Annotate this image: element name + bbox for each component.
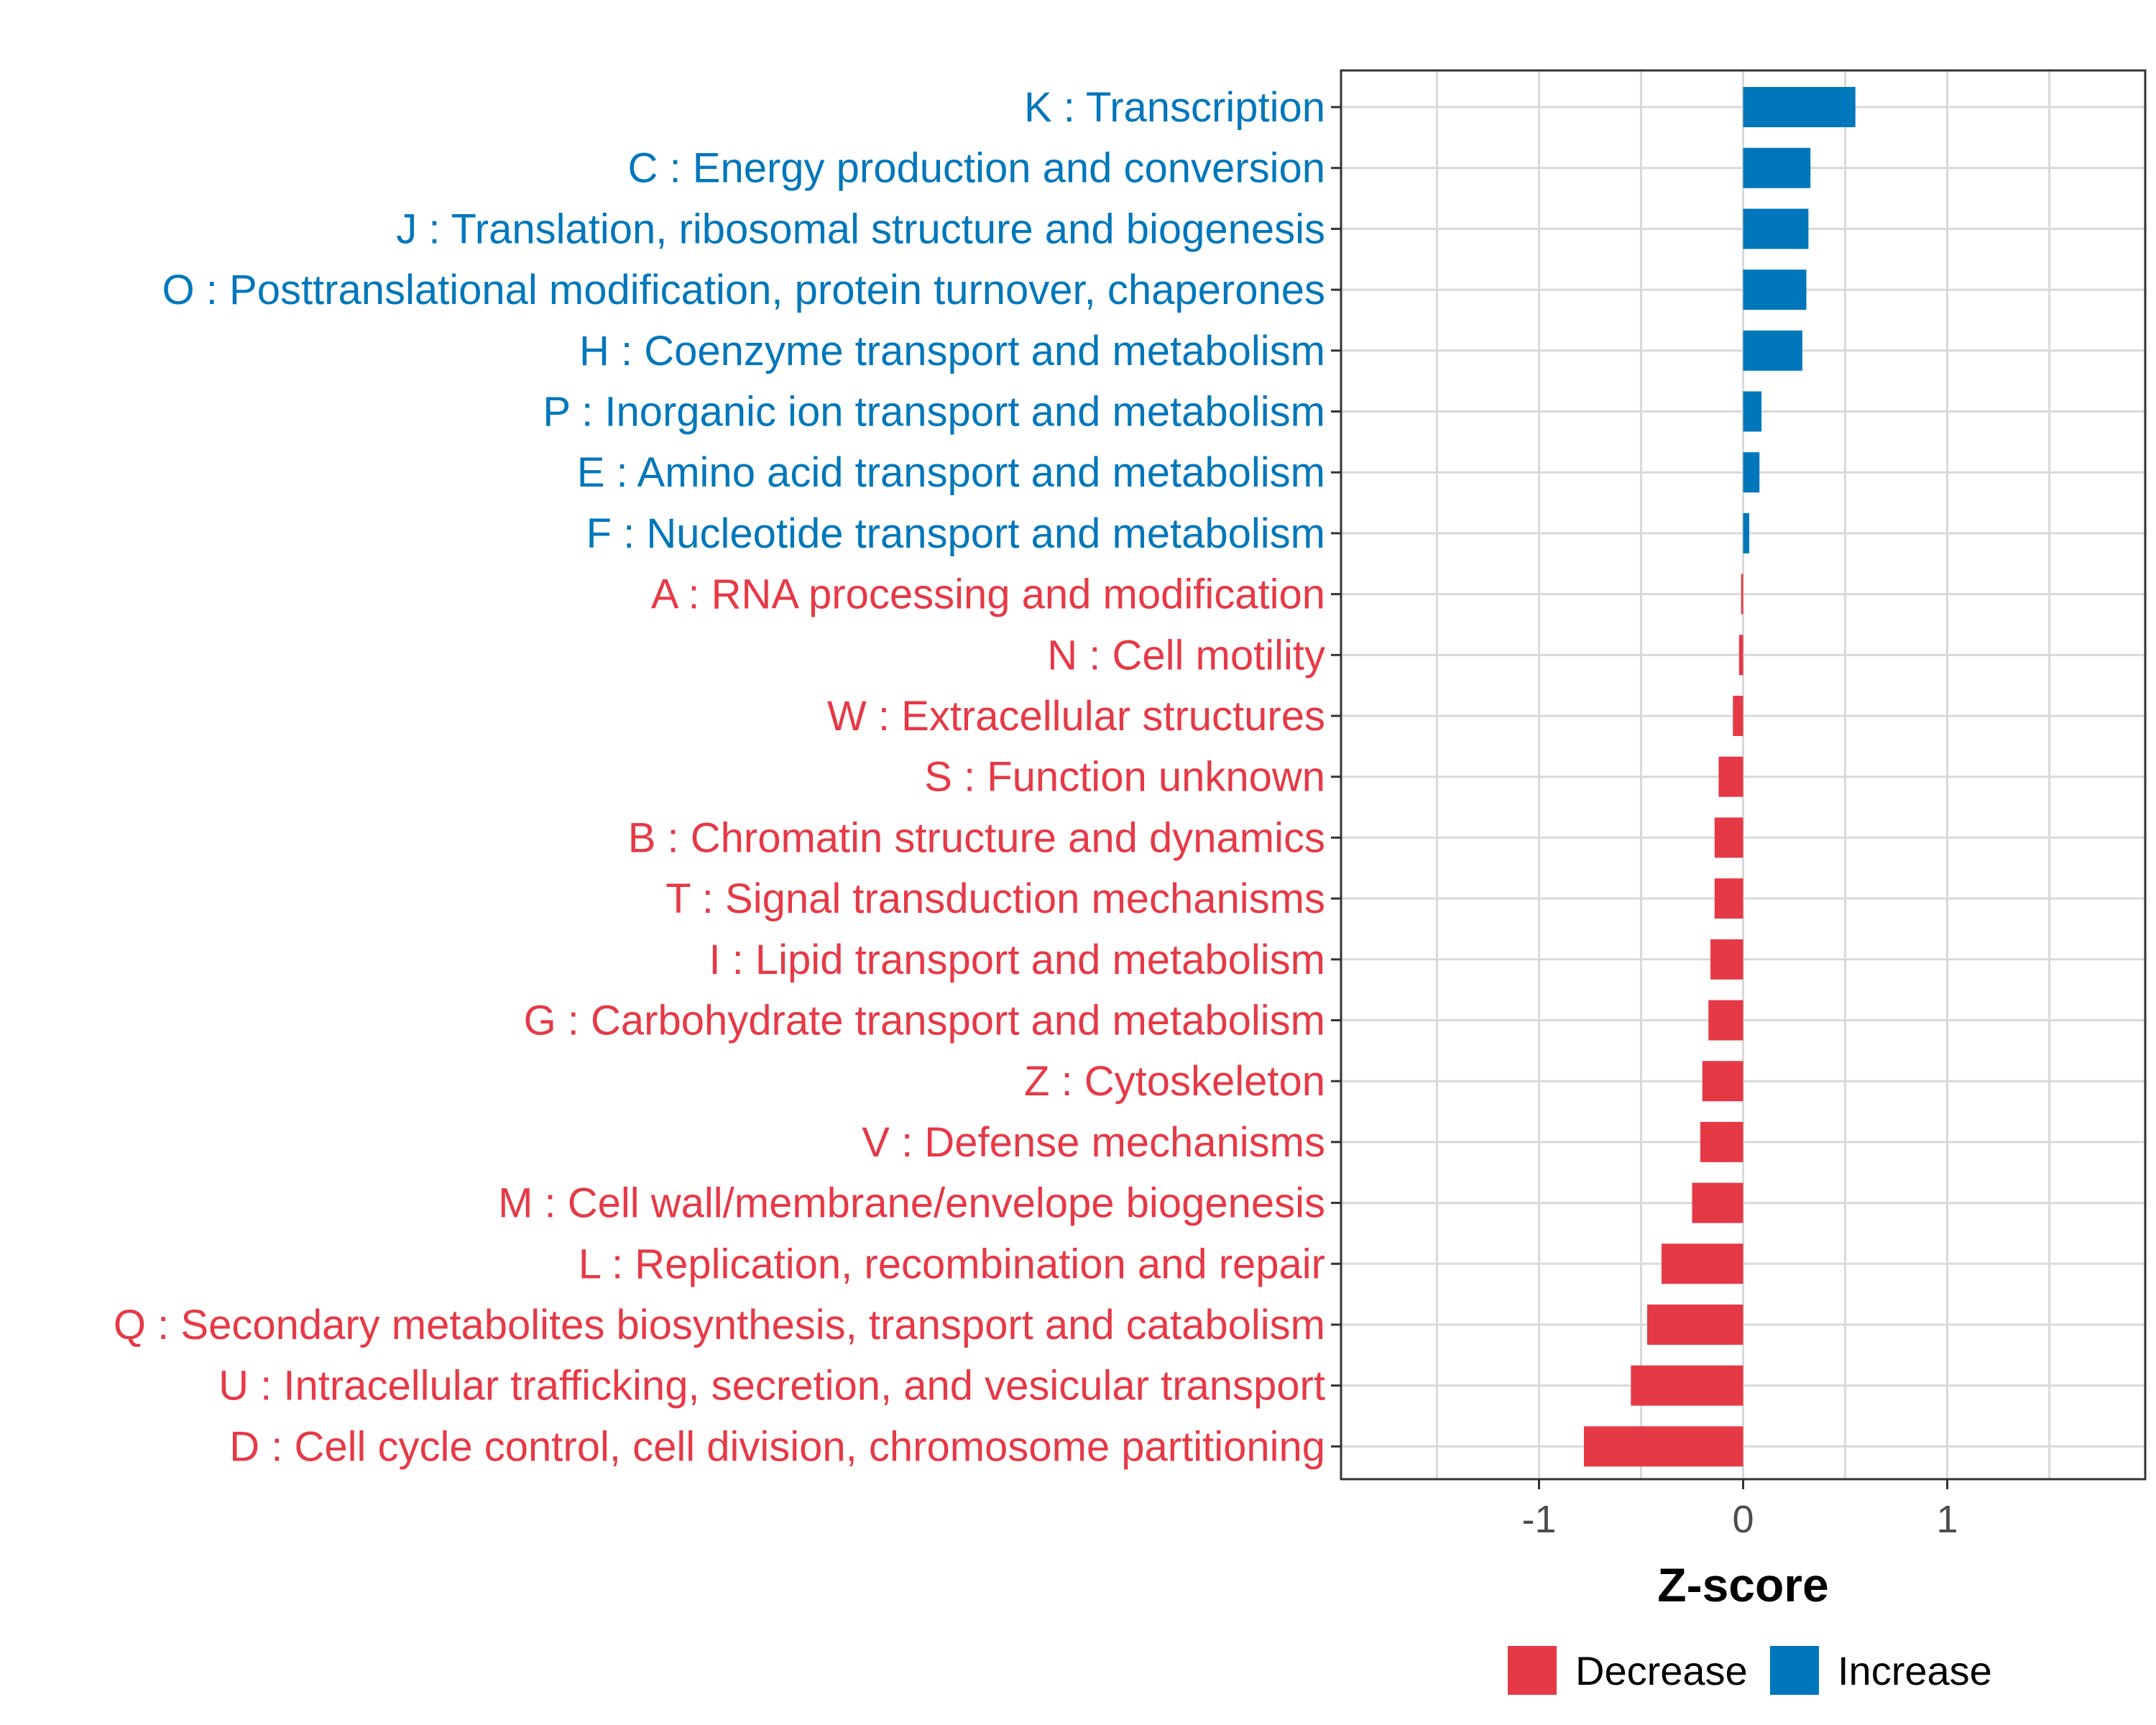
legend-key-decrease (1508, 1646, 1557, 1695)
bar-u-intracellular-trafficking-secretion-and-vesicular-transport (1631, 1365, 1743, 1406)
bar-q-secondary-metabolites-biosynthesis-transport-and-catabolism (1647, 1305, 1743, 1345)
bar-l-replication-recombination-and-repair (1661, 1243, 1743, 1284)
legend-label-increase: Increase (1838, 1648, 1992, 1693)
bar-h-coenzyme-transport-and-metabolism (1743, 330, 1802, 371)
bar-p-inorganic-ion-transport-and-metabolism (1743, 391, 1762, 432)
category-label: C : Energy production and conversion (628, 145, 1325, 192)
category-label: U : Intracellular trafficking, secretion… (218, 1363, 1325, 1409)
bar-t-signal-transduction-mechanisms (1714, 878, 1743, 919)
bar-a-rna-processing-and-modification (1741, 574, 1743, 615)
bar-z-cytoskeleton (1702, 1061, 1743, 1102)
category-label: A : RNA processing and modification (651, 571, 1325, 618)
category-label: V : Defense mechanisms (862, 1119, 1325, 1166)
bar-o-posttranslational-modification-protein-turnover-chaperones (1743, 270, 1807, 310)
bar-d-cell-cycle-control-cell-division-chromosome-partitioning (1583, 1426, 1743, 1467)
category-label: B : Chromatin structure and dynamics (628, 814, 1325, 861)
bar-j-translation-ribosomal-structure-and-biogenesis (1743, 208, 1809, 249)
category-label: M : Cell wall/membrane/envelope biogenes… (498, 1180, 1325, 1227)
category-label: G : Carbohydrate transport and metabolis… (524, 998, 1325, 1044)
bar-k-transcription (1743, 87, 1856, 127)
category-label: J : Translation, ribosomal structure and… (396, 206, 1325, 252)
category-label: S : Function unknown (924, 754, 1325, 801)
bar-v-defense-mechanisms (1700, 1121, 1743, 1162)
legend: Decrease Increase (1508, 1646, 1992, 1695)
category-label: T : Signal transduction mechanisms (665, 875, 1325, 922)
category-label: P : Inorganic ion transport and metaboli… (543, 389, 1325, 436)
bar-b-chromatin-structure-and-dynamics (1714, 817, 1743, 858)
bar-s-function-unknown (1718, 756, 1743, 797)
category-label: E : Amino acid transport and metabolism (577, 449, 1325, 496)
category-label: Q : Secondary metabolites biosynthesis, … (114, 1302, 1325, 1348)
category-label: Z : Cytoskeleton (1024, 1058, 1325, 1105)
bar-e-amino-acid-transport-and-metabolism (1743, 452, 1760, 493)
y-axis-ticks: K : Transcription C : Energy production a… (114, 84, 1341, 1470)
x-tick-label: 0 (1732, 1498, 1754, 1541)
category-label: O : Posttranslational modification, prot… (162, 267, 1325, 313)
category-label: L : Replication, recombination and repai… (579, 1241, 1325, 1287)
category-label: N : Cell motility (1047, 632, 1325, 678)
category-label: F : Nucleotide transport and metabolism (586, 510, 1325, 557)
x-tick-label: 1 (1936, 1498, 1958, 1541)
bar-g-carbohydrate-transport-and-metabolism (1708, 1000, 1743, 1041)
bar-w-extracellular-structures (1733, 696, 1743, 736)
category-label: H : Coenzyme transport and metabolism (579, 328, 1325, 374)
legend-label-decrease: Decrease (1575, 1648, 1748, 1693)
x-tick-label: -1 (1521, 1498, 1556, 1541)
x-axis-title: Z-score (1657, 1558, 1828, 1611)
category-label: D : Cell cycle control, cell division, c… (229, 1423, 1325, 1470)
bars (1583, 87, 1856, 1467)
bar-n-cell-motility (1738, 635, 1743, 676)
bar-c-energy-production-and-conversion (1743, 147, 1811, 188)
legend-key-increase (1770, 1646, 1819, 1695)
category-label: I : Lipid transport and metabolism (709, 937, 1325, 983)
bar-f-nucleotide-transport-and-metabolism (1743, 512, 1750, 553)
category-label: W : Extracellular structures (827, 693, 1325, 740)
category-label: K : Transcription (1024, 84, 1325, 131)
x-axis-ticks: -1 0 1 (1521, 1479, 1958, 1541)
bar-m-cell-wall-membrane-envelope-biogenesis (1692, 1182, 1743, 1223)
bar-i-lipid-transport-and-metabolism (1710, 939, 1743, 980)
